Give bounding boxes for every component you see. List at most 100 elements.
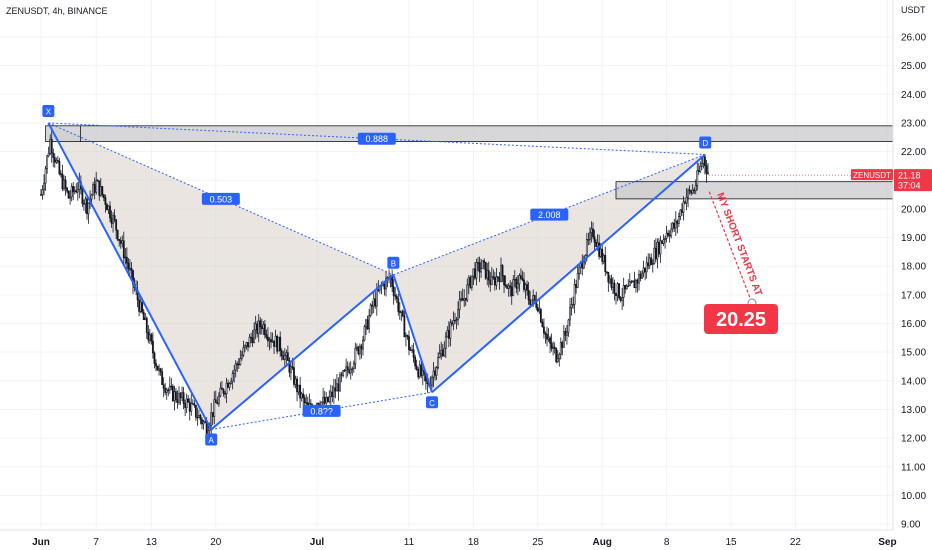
candle-body bbox=[676, 220, 679, 224]
y-tick-label: 22.00 bbox=[901, 147, 926, 158]
pattern-leg-AB[interactable] bbox=[210, 274, 395, 431]
annotation[interactable]: MY SHORT STARTS AT 20.25 bbox=[704, 191, 778, 334]
pattern-fill-xab bbox=[48, 122, 394, 430]
ratio-label-box[interactable] bbox=[530, 208, 569, 221]
candle-body bbox=[486, 270, 489, 279]
candle-body bbox=[109, 205, 111, 219]
point-label-box[interactable] bbox=[205, 433, 218, 446]
candle-body bbox=[681, 209, 683, 213]
candle-body bbox=[625, 285, 628, 290]
candle-body bbox=[638, 274, 640, 284]
candle-body bbox=[627, 285, 630, 287]
candle-body bbox=[544, 332, 547, 335]
candle-body bbox=[417, 369, 420, 378]
candle-body bbox=[607, 271, 610, 283]
candle-body bbox=[495, 276, 498, 286]
candle-body bbox=[552, 346, 555, 349]
candle-body bbox=[440, 349, 443, 355]
candle-body bbox=[434, 370, 436, 376]
candle-body bbox=[546, 333, 548, 340]
candle-body bbox=[398, 311, 401, 313]
short-price: 20.25 bbox=[716, 309, 766, 331]
candle-body bbox=[691, 189, 694, 194]
point-label-box[interactable] bbox=[387, 256, 400, 269]
harmonic-pattern[interactable]: 0.503 0.8?? 2.008 0.888 X A B C D bbox=[42, 104, 712, 446]
candle-body bbox=[458, 299, 461, 310]
ratio-label: 0.503 bbox=[210, 194, 233, 204]
candle-body bbox=[113, 215, 116, 221]
candle-body bbox=[188, 401, 191, 412]
candle-body bbox=[171, 385, 174, 401]
candle-body bbox=[585, 239, 588, 256]
candle-body bbox=[509, 285, 512, 288]
candle-body bbox=[225, 382, 228, 394]
price-axis[interactable] bbox=[893, 0, 932, 550]
candle-body bbox=[138, 299, 141, 312]
x-tick-label: 20 bbox=[210, 537, 222, 548]
symbol-tag[interactable] bbox=[851, 169, 893, 181]
candle-body bbox=[489, 279, 492, 285]
candle-body bbox=[700, 163, 703, 167]
candle-body bbox=[510, 286, 513, 297]
candle-body bbox=[286, 352, 289, 361]
candle-body bbox=[244, 345, 246, 349]
ratio-label-box[interactable] bbox=[357, 132, 396, 145]
point-label-box[interactable] bbox=[426, 396, 438, 409]
candle-body bbox=[363, 326, 366, 341]
candle-body bbox=[503, 275, 505, 286]
candle-body bbox=[227, 382, 229, 388]
candle-body bbox=[365, 319, 367, 327]
ratio-label: 0.888 bbox=[366, 134, 389, 144]
candle-body bbox=[360, 345, 363, 350]
candle-body bbox=[245, 342, 248, 346]
pattern-leg-BC[interactable] bbox=[392, 274, 433, 393]
candle-body bbox=[263, 324, 266, 336]
candle-body bbox=[596, 242, 599, 247]
candle-body bbox=[702, 156, 705, 164]
candle-body bbox=[507, 285, 510, 289]
candle-body bbox=[538, 308, 541, 312]
candle-body bbox=[524, 284, 527, 290]
candle-body bbox=[141, 301, 144, 313]
candle-body bbox=[405, 335, 407, 338]
point-label-box[interactable] bbox=[42, 104, 55, 117]
candle-body bbox=[512, 279, 515, 297]
ratio-label-box[interactable] bbox=[201, 192, 240, 205]
price-tag[interactable] bbox=[894, 169, 932, 192]
ratio-label: 2.008 bbox=[538, 210, 561, 220]
candle-body bbox=[167, 389, 170, 392]
x-tick-label: 8 bbox=[664, 537, 670, 548]
candle-body bbox=[411, 349, 413, 351]
short-price-box[interactable] bbox=[704, 304, 778, 334]
point-label-box[interactable] bbox=[699, 136, 712, 149]
candle-body bbox=[72, 186, 75, 193]
candle-body bbox=[590, 228, 593, 234]
pattern-leg-CD[interactable] bbox=[431, 153, 706, 394]
candle-body bbox=[558, 354, 561, 360]
resistance-zone-1[interactable] bbox=[45, 125, 894, 142]
candle-body bbox=[670, 228, 673, 237]
candle-body bbox=[403, 315, 406, 338]
candle-body bbox=[472, 268, 475, 277]
candle-body bbox=[112, 215, 114, 224]
candle-body bbox=[256, 323, 259, 334]
candle-body bbox=[608, 278, 611, 283]
point-label-X: X bbox=[46, 107, 52, 116]
candle-body bbox=[357, 346, 360, 355]
resistance-zones[interactable] bbox=[45, 125, 894, 200]
candle-body bbox=[533, 295, 536, 301]
candle-body bbox=[161, 371, 164, 385]
candle-body bbox=[658, 241, 660, 255]
candle-body bbox=[343, 370, 346, 372]
candle-body bbox=[573, 284, 576, 305]
candle-body bbox=[589, 232, 591, 240]
candle-body bbox=[194, 404, 197, 418]
candle-body bbox=[490, 276, 493, 285]
ratio-label-box[interactable] bbox=[302, 404, 341, 417]
candle-body bbox=[40, 194, 42, 196]
pattern-leg-XA[interactable] bbox=[47, 122, 213, 430]
candle-body bbox=[130, 268, 133, 271]
